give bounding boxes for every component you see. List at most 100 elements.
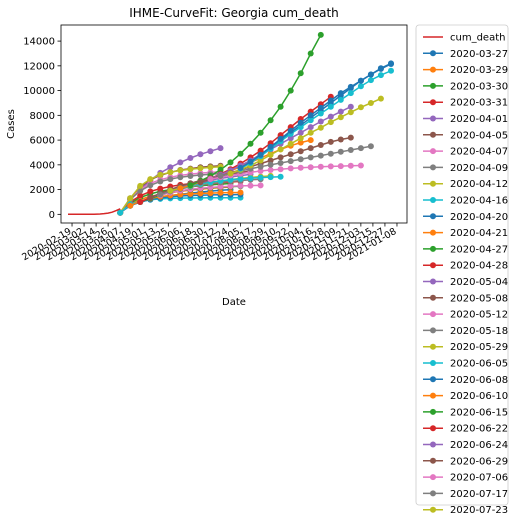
data-point xyxy=(287,151,294,158)
legend-item: 2020-06-05 xyxy=(423,359,508,370)
x-axis-label: Date xyxy=(222,297,246,308)
legend-item: 2020-04-20 xyxy=(423,212,508,223)
legend-label: 2020-04-09 xyxy=(450,163,508,174)
data-point xyxy=(117,209,124,216)
data-point xyxy=(367,100,374,106)
legend-label: 2020-06-10 xyxy=(450,391,508,402)
data-point xyxy=(327,163,334,170)
y-axis: 0 2000 4000 6000 8000 10000 12000 14000 xyxy=(23,37,61,221)
data-point xyxy=(137,192,144,199)
series-line xyxy=(230,97,382,175)
legend-marker xyxy=(430,197,436,203)
data-point xyxy=(307,117,314,124)
series-line xyxy=(220,145,372,177)
data-point xyxy=(377,72,384,79)
legend-label: 2020-04-28 xyxy=(450,261,508,272)
legend-marker xyxy=(430,311,436,318)
legend-item: 2020-04-21 xyxy=(423,228,508,239)
y-tick-label: 0 xyxy=(49,210,55,221)
data-point xyxy=(267,143,274,150)
data-point xyxy=(277,166,284,173)
data-point xyxy=(277,146,284,153)
legend-marker xyxy=(430,506,436,513)
legend-marker xyxy=(430,408,436,415)
data-point xyxy=(377,95,384,102)
legend-item: 2020-03-31 xyxy=(423,98,508,109)
y-tick-label: 4000 xyxy=(30,160,55,171)
data-point xyxy=(367,71,374,78)
series-2020-06-15 xyxy=(187,31,324,189)
legend-item: 2020-04-01 xyxy=(423,114,508,125)
data-point xyxy=(277,173,284,180)
data-point xyxy=(347,90,354,97)
legend-item: cum_death xyxy=(423,33,505,44)
legend-item: 2020-04-09 xyxy=(423,163,508,174)
y-tick-label: 14000 xyxy=(23,37,55,48)
legend-label: 2020-06-29 xyxy=(450,456,508,467)
y-tick-label: 10000 xyxy=(23,86,55,97)
legend-item: 2020-03-29 xyxy=(423,65,508,76)
data-point xyxy=(257,168,264,174)
data-point xyxy=(297,135,304,142)
legend-item: 2020-06-24 xyxy=(423,440,508,451)
data-point xyxy=(237,164,244,171)
legend-item: 2020-07-06 xyxy=(423,473,508,484)
legend-marker xyxy=(430,180,436,187)
data-point xyxy=(187,155,194,161)
data-point xyxy=(177,159,184,166)
data-point xyxy=(197,179,204,186)
data-point xyxy=(207,164,214,171)
data-point xyxy=(317,31,324,38)
data-point xyxy=(297,156,304,163)
data-point xyxy=(137,187,144,194)
legend-marker xyxy=(430,164,436,171)
data-point xyxy=(267,151,274,158)
data-point xyxy=(207,190,214,197)
series-line xyxy=(240,70,392,170)
data-point xyxy=(337,163,344,170)
legend-label: 2020-05-18 xyxy=(450,326,508,337)
legend-marker xyxy=(430,392,436,399)
legend-frame xyxy=(415,24,509,506)
data-point xyxy=(197,165,204,172)
legend-marker xyxy=(430,474,436,481)
data-point xyxy=(297,139,304,146)
data-point xyxy=(287,127,294,134)
legend-item: 2020-07-17 xyxy=(423,489,508,500)
legend-label: 2020-06-05 xyxy=(450,359,508,370)
legend-label: cum_death xyxy=(450,33,505,44)
legend-marker xyxy=(430,82,436,89)
data-point xyxy=(347,162,354,169)
data-point xyxy=(267,161,274,168)
data-point xyxy=(317,110,324,117)
legend-marker xyxy=(430,229,436,236)
data-point xyxy=(287,158,294,165)
data-point xyxy=(327,113,334,120)
data-point xyxy=(327,119,334,126)
data-point xyxy=(357,83,364,90)
data-point xyxy=(257,174,264,181)
legend-label: 2020-04-01 xyxy=(450,114,508,125)
data-point xyxy=(207,148,214,155)
y-tick-label: 12000 xyxy=(23,61,55,72)
y-tick-label: 8000 xyxy=(30,111,55,122)
data-point xyxy=(177,167,184,174)
data-point xyxy=(257,163,264,170)
legend-marker xyxy=(430,360,436,366)
data-point xyxy=(287,135,294,142)
legend-label: 2020-07-06 xyxy=(450,473,508,484)
legend-item: 2020-04-07 xyxy=(423,147,508,158)
data-point xyxy=(247,140,254,147)
data-point xyxy=(147,176,154,183)
legend-label: 2020-03-29 xyxy=(450,65,508,76)
legend-label: 2020-05-12 xyxy=(450,310,508,321)
data-point xyxy=(157,178,164,185)
data-point xyxy=(187,182,194,189)
data-point xyxy=(197,190,204,197)
data-point xyxy=(347,147,354,153)
legend-marker xyxy=(430,457,436,464)
data-point xyxy=(267,167,274,173)
data-point xyxy=(237,189,244,196)
data-point xyxy=(187,166,194,173)
legend-label: 2020-06-15 xyxy=(450,407,508,418)
